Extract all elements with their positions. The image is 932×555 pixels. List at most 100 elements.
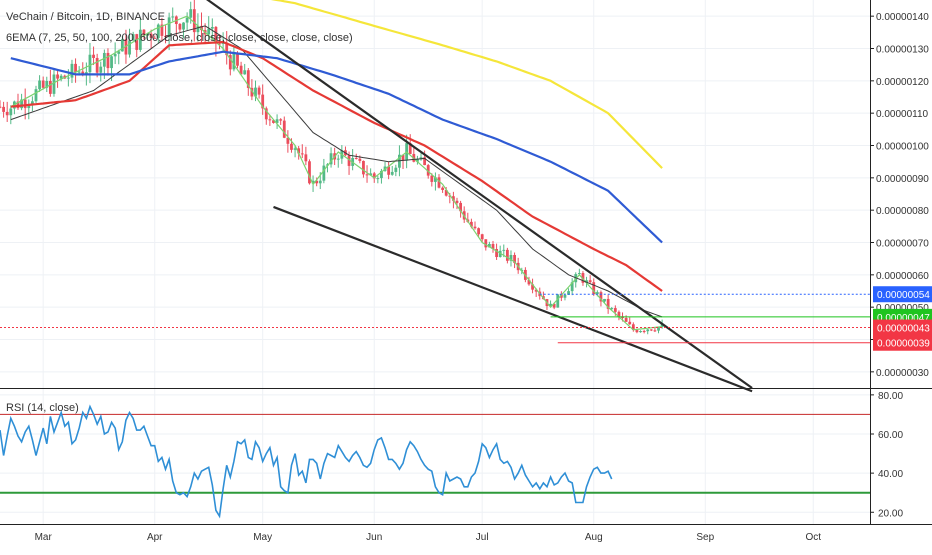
candle-down xyxy=(642,331,646,333)
candle-up xyxy=(110,56,113,69)
rsi-tick-label: 80.00 xyxy=(878,391,903,402)
ema-200-line xyxy=(270,0,663,169)
candle-down xyxy=(192,9,196,33)
candle-down xyxy=(649,329,653,331)
ema-7-line xyxy=(10,15,663,331)
candle-up xyxy=(595,292,599,295)
candle-up xyxy=(30,101,34,105)
candle-down xyxy=(0,106,2,108)
candle-down xyxy=(56,74,59,79)
candle-down xyxy=(491,244,495,250)
candle-down xyxy=(365,174,369,176)
candle-up xyxy=(156,24,160,39)
candle-up xyxy=(20,99,23,109)
candle-down xyxy=(426,165,430,176)
candle-up xyxy=(77,71,81,73)
candle-up xyxy=(146,33,149,36)
price-level-label: 0.00000039 xyxy=(877,339,930,350)
candle-down xyxy=(505,249,509,261)
time-tick-label: Jul xyxy=(476,532,489,543)
candle-down xyxy=(308,161,311,184)
candle-up xyxy=(329,153,333,165)
candle-up xyxy=(376,178,380,180)
candle-up xyxy=(70,63,74,78)
price-level-label: 0.00000054 xyxy=(877,290,930,301)
candle-down xyxy=(513,254,516,263)
rsi-pane: 20.00 40.00 60.00 80.00 xyxy=(0,391,903,519)
trendline-lower[interactable] xyxy=(273,205,753,393)
candle-up xyxy=(59,75,63,79)
candle-up xyxy=(646,329,650,332)
candle-up xyxy=(45,80,49,88)
candle-up xyxy=(243,70,247,75)
candle-down xyxy=(469,221,473,227)
candle-up xyxy=(102,52,106,67)
candle-up xyxy=(232,53,236,70)
candle-down xyxy=(200,25,203,31)
time-axis[interactable]: Mar Apr May Jun Jul Aug Sep Oct xyxy=(35,532,822,543)
candle-down xyxy=(552,303,556,308)
candle-down xyxy=(592,282,596,295)
candle-up xyxy=(336,158,340,160)
price-level-badge xyxy=(873,334,932,351)
price-tick-label: 0.00000100 xyxy=(876,142,929,153)
candlestick-series xyxy=(0,0,664,335)
price-level-badge xyxy=(873,286,932,303)
candle-down xyxy=(441,187,445,190)
candle-down xyxy=(581,273,585,283)
candle-down xyxy=(164,35,167,38)
candle-down xyxy=(304,154,308,162)
candle-down xyxy=(477,228,480,235)
candle-up xyxy=(171,16,175,18)
candle-down xyxy=(448,195,452,197)
candle-up xyxy=(380,170,383,179)
candle-up xyxy=(189,9,193,18)
candle-down xyxy=(437,177,441,188)
candle-down xyxy=(315,180,319,184)
candle-up xyxy=(117,51,121,54)
candle-down xyxy=(430,175,434,182)
candle-down xyxy=(279,119,283,121)
price-grid xyxy=(0,0,932,525)
candle-down xyxy=(214,27,218,44)
candle-up xyxy=(570,282,574,292)
candle-up xyxy=(128,40,131,55)
wedge-trendlines[interactable] xyxy=(194,0,753,393)
candle-up xyxy=(88,54,92,73)
candle-up xyxy=(660,323,664,327)
chart-legend: VeChain / Bitcoin, 1D, BINANCE 6EMA (7, … xyxy=(6,11,353,414)
candle-down xyxy=(264,108,268,120)
price-level-label: 0.00000043 xyxy=(877,324,930,335)
trendline-upper[interactable] xyxy=(194,0,753,389)
symbol-title: VeChain / Bitcoin, 1D, BINANCE xyxy=(6,11,165,23)
candle-up xyxy=(390,171,394,175)
rsi-tick-label: 40.00 xyxy=(878,469,903,480)
candle-down xyxy=(354,157,358,159)
candle-down xyxy=(74,63,77,73)
candle-up xyxy=(27,104,31,109)
candle-up xyxy=(275,119,279,123)
candle-up xyxy=(657,326,660,331)
candle-down xyxy=(160,24,164,36)
candle-up xyxy=(398,154,401,168)
rsi-tick-label: 60.00 xyxy=(878,430,903,441)
candle-down xyxy=(2,106,5,112)
price-tick-label: 0.00000060 xyxy=(876,271,929,282)
candle-up xyxy=(567,291,570,295)
candle-down xyxy=(225,42,229,56)
candle-down xyxy=(236,53,239,66)
candle-up xyxy=(639,331,642,333)
ema-lines xyxy=(10,0,663,331)
candle-up xyxy=(311,180,315,184)
candle-up xyxy=(34,89,38,102)
candle-down xyxy=(48,80,52,94)
price-axis[interactable]: 0.000000300.000000400.000000500.00000060… xyxy=(870,12,932,379)
candle-down xyxy=(95,57,99,73)
candle-down xyxy=(153,37,157,39)
candle-up xyxy=(394,167,398,172)
candle-up xyxy=(38,80,41,90)
candle-down xyxy=(228,55,232,70)
candle-down xyxy=(624,318,628,322)
